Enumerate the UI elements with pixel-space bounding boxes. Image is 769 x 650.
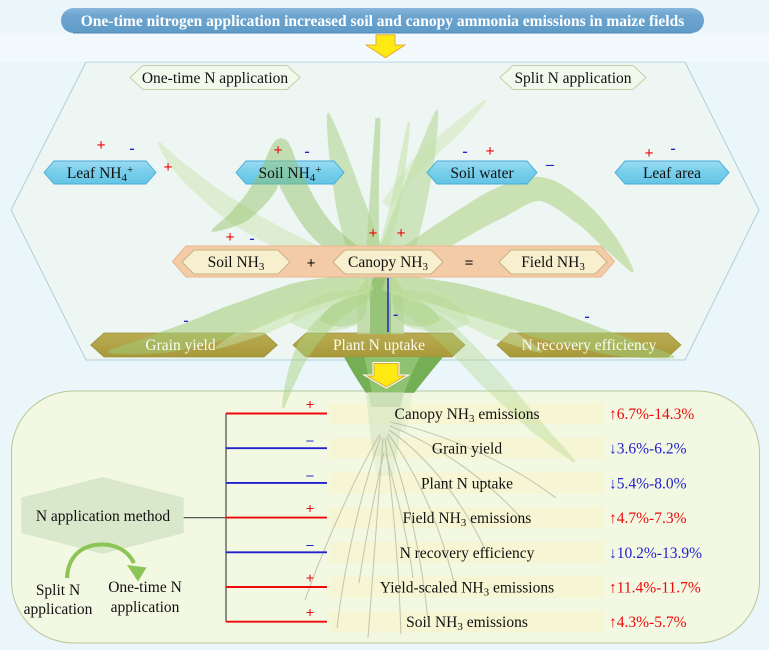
svg-text:-: - <box>249 230 254 247</box>
svg-text:Split N: Split N <box>36 582 80 599</box>
svg-text:application: application <box>24 601 93 618</box>
svg-text:+: + <box>306 398 315 414</box>
svg-text:-: - <box>304 143 309 160</box>
svg-text:↑4.3%-5.7%: ↑4.3%-5.7% <box>609 614 687 631</box>
svg-text:Soil NH3 emissions: Soil NH3 emissions <box>406 614 528 633</box>
svg-text:Leaf area: Leaf area <box>643 165 701 182</box>
svg-text:–: – <box>306 468 315 483</box>
svg-text:One-time N: One-time N <box>108 579 182 596</box>
svg-text:-: - <box>584 308 589 325</box>
svg-text:-: - <box>670 140 675 157</box>
svg-text:+: + <box>485 143 494 160</box>
svg-text:-: - <box>393 306 398 323</box>
svg-text:+: + <box>644 145 653 162</box>
svg-text:N recovery efficiency: N recovery efficiency <box>522 337 657 354</box>
svg-text:+: + <box>96 137 105 154</box>
svg-text:N application method: N application method <box>36 508 171 525</box>
svg-text:Canopy NH3 emissions: Canopy NH3 emissions <box>394 406 539 425</box>
svg-text:+: + <box>306 571 315 587</box>
svg-text:Soil water: Soil water <box>450 165 514 182</box>
svg-text:–: – <box>545 156 555 173</box>
svg-text:+: + <box>306 606 315 622</box>
svg-text:Grain yield: Grain yield <box>145 337 215 354</box>
svg-text:Field NH3 emissions: Field NH3 emissions <box>403 510 532 529</box>
svg-text:↑4.7%-7.3%: ↑4.7%-7.3% <box>609 510 687 527</box>
svg-text:+: + <box>368 225 377 242</box>
svg-text:=: = <box>465 255 474 272</box>
svg-text:One-time N application: One-time N application <box>142 70 289 87</box>
svg-text:–: – <box>306 537 315 552</box>
svg-text:↓10.2%-13.9%: ↓10.2%-13.9% <box>609 545 702 562</box>
svg-text:+: + <box>396 225 405 242</box>
svg-text:Yield-scaled NH3 emissions: Yield-scaled NH3 emissions <box>380 580 554 599</box>
svg-text:↑11.4%-11.7%: ↑11.4%-11.7% <box>609 580 701 597</box>
svg-text:application: application <box>111 599 180 616</box>
svg-text:Leaf NH4+: Leaf NH4+ <box>67 164 133 184</box>
svg-text:One-time nitrogen application: One-time nitrogen application increased … <box>81 13 685 30</box>
svg-text:+: + <box>163 159 172 176</box>
svg-text:-: - <box>129 140 134 157</box>
svg-text:N recovery efficiency: N recovery efficiency <box>400 545 535 562</box>
svg-text:Plant N uptake: Plant N uptake <box>333 337 425 354</box>
svg-text:Split N application: Split N application <box>514 70 631 87</box>
svg-text:+: + <box>225 229 234 246</box>
svg-text:↓3.6%-6.2%: ↓3.6%-6.2% <box>609 441 687 458</box>
svg-text:Canopy NH3: Canopy NH3 <box>348 254 428 273</box>
svg-text:Soil NH3: Soil NH3 <box>208 254 265 273</box>
svg-text:Grain yield: Grain yield <box>432 441 502 458</box>
svg-text:Plant N uptake: Plant N uptake <box>421 475 513 492</box>
svg-text:↓5.4%-8.0%: ↓5.4%-8.0% <box>609 475 687 492</box>
svg-text:+: + <box>273 142 282 159</box>
svg-text:Field NH3: Field NH3 <box>521 254 585 273</box>
svg-text:+: + <box>306 502 315 518</box>
svg-text:+: + <box>307 255 316 272</box>
svg-text:-: - <box>183 312 188 329</box>
svg-text:↑6.7%-14.3%: ↑6.7%-14.3% <box>609 406 694 423</box>
svg-text:Soil NH4+: Soil NH4+ <box>259 164 322 184</box>
svg-text:-: - <box>462 143 467 160</box>
svg-text:–: – <box>306 433 315 448</box>
